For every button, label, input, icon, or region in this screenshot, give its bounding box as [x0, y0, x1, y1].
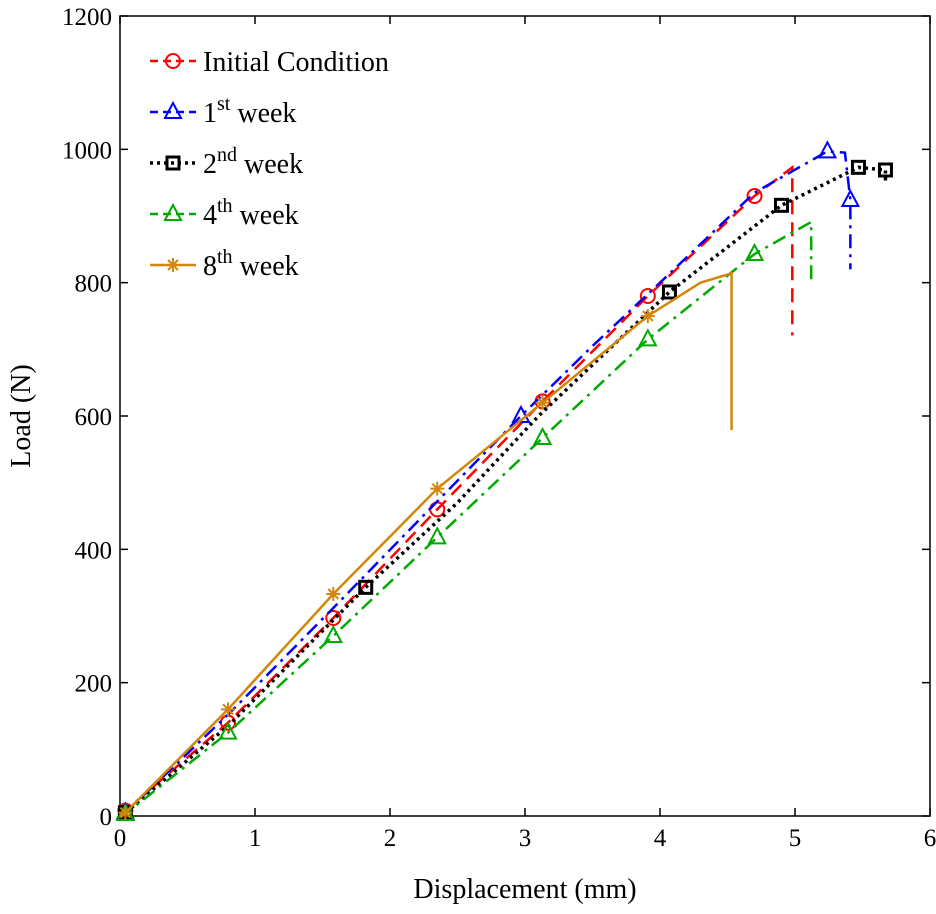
y-tick-label: 800: [75, 271, 113, 298]
circle-marker: [639, 288, 656, 304]
y-tick-label: 0: [100, 804, 113, 831]
circle-marker: [165, 53, 181, 69]
square-marker: [850, 159, 866, 175]
x-tick-label: 2: [384, 825, 397, 852]
legend-label: 8th week: [203, 246, 299, 282]
x-tick-label: 4: [654, 825, 667, 852]
series-line: [119, 271, 733, 818]
legend-item: 1st week: [150, 93, 296, 129]
triangle-marker: [638, 328, 658, 347]
asterisk-marker: [640, 309, 655, 323]
y-tick-label: 400: [75, 537, 113, 564]
series-4: [118, 271, 733, 820]
asterisk-marker: [430, 481, 445, 496]
square-marker: [661, 284, 677, 300]
y-axis-label: Load (N): [6, 364, 37, 467]
asterisk-marker: [326, 587, 341, 601]
triangle-marker: [532, 426, 553, 445]
legend-item: Initial Condition: [150, 47, 389, 78]
x-tick-label: 5: [789, 825, 802, 852]
x-tick-label: 6: [924, 825, 936, 852]
y-tick-label: 600: [75, 404, 113, 431]
x-tick-label: 1: [249, 825, 262, 852]
series-line: [119, 165, 888, 818]
square-marker: [877, 162, 893, 178]
triangle-marker: [744, 242, 765, 261]
triangle-marker: [323, 624, 343, 643]
legend-item: 8th week: [150, 246, 299, 282]
square-marker: [358, 579, 374, 595]
triangle-marker: [817, 140, 838, 159]
y-tick-label: 1000: [62, 137, 112, 164]
legend-label: Initial Condition: [203, 47, 389, 78]
triangle-marker: [427, 526, 447, 545]
legend-item: 4th week: [150, 195, 299, 231]
square-marker: [165, 155, 181, 171]
legend-label: 1st week: [203, 93, 296, 129]
triangle-marker: [840, 188, 861, 207]
triangle-marker: [163, 202, 183, 221]
triangle-marker: [163, 100, 183, 119]
triangle-marker: [218, 721, 238, 740]
x-tick-label: 3: [519, 825, 532, 852]
legend: Initial Condition 1st week 2nd week 4th wee…: [150, 47, 389, 282]
series-3: [115, 219, 813, 821]
legend-label: 2nd week: [203, 144, 303, 180]
legend-label: 4th week: [203, 195, 299, 231]
legend-item: 2nd week: [150, 144, 303, 180]
y-tick-label: 200: [75, 671, 113, 698]
square-marker: [774, 197, 789, 213]
x-tick-label: 0: [114, 825, 127, 852]
asterisk-marker: [221, 702, 235, 717]
asterisk-marker: [118, 805, 133, 820]
y-tick-label: 1200: [62, 4, 112, 31]
asterisk-marker: [166, 258, 180, 272]
x-axis-label: Displacement (mm): [413, 874, 636, 905]
series-line: [119, 219, 813, 818]
asterisk-marker: [535, 395, 550, 410]
triangle-marker: [511, 404, 531, 423]
circle-marker: [746, 188, 763, 204]
